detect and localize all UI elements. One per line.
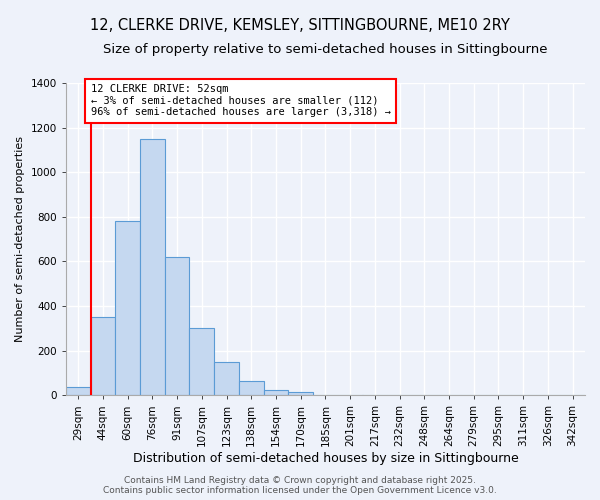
Bar xyxy=(115,222,140,396)
Bar xyxy=(165,257,190,396)
Bar xyxy=(91,317,115,396)
Bar xyxy=(263,390,289,396)
Bar xyxy=(190,328,214,396)
Title: Size of property relative to semi-detached houses in Sittingbourne: Size of property relative to semi-detach… xyxy=(103,42,548,56)
X-axis label: Distribution of semi-detached houses by size in Sittingbourne: Distribution of semi-detached houses by … xyxy=(133,452,518,465)
Bar xyxy=(140,139,165,396)
Text: 12 CLERKE DRIVE: 52sqm
← 3% of semi-detached houses are smaller (112)
96% of sem: 12 CLERKE DRIVE: 52sqm ← 3% of semi-deta… xyxy=(91,84,391,117)
Y-axis label: Number of semi-detached properties: Number of semi-detached properties xyxy=(15,136,25,342)
Bar xyxy=(289,392,313,396)
Bar xyxy=(239,381,263,396)
Bar xyxy=(214,362,239,396)
Text: Contains HM Land Registry data © Crown copyright and database right 2025.
Contai: Contains HM Land Registry data © Crown c… xyxy=(103,476,497,495)
Bar xyxy=(66,388,91,396)
Text: 12, CLERKE DRIVE, KEMSLEY, SITTINGBOURNE, ME10 2RY: 12, CLERKE DRIVE, KEMSLEY, SITTINGBOURNE… xyxy=(90,18,510,32)
